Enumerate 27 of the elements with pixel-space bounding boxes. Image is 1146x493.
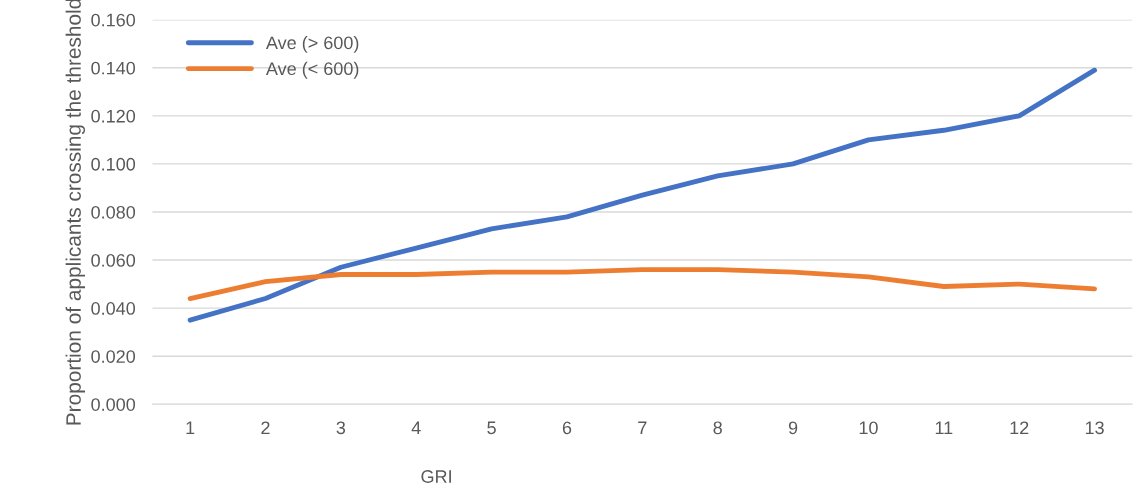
x-tick-label: 1 (186, 421, 195, 435)
x-axis-title: GRI (421, 470, 451, 483)
y-tick-label: 0.040 (91, 302, 136, 315)
y-tick-label: 0.140 (91, 61, 136, 75)
y-tick-label: 0.120 (91, 109, 136, 123)
x-tick-label: 2 (261, 421, 270, 435)
x-tick-label: 11 (935, 421, 953, 435)
x-tick-label: 9 (788, 421, 798, 435)
y-tick-label: 0.060 (91, 253, 136, 267)
x-tick-label: 8 (713, 421, 722, 435)
legend-label: Ave (> 600) (265, 35, 359, 53)
line-series (187, 267, 1097, 301)
x-tick-label: 4 (411, 421, 421, 435)
x-tick-label: 3 (336, 421, 346, 435)
x-tick-label: 6 (562, 421, 572, 435)
x-tick-label: 7 (638, 421, 647, 435)
legend-label: Ave (< 600) (265, 61, 359, 79)
y-axis-title: Proportion of applicants crossing the threshold (65, 0, 86, 425)
x-tick-label: 10 (859, 421, 878, 435)
y-tick-label: 0.000 (91, 398, 136, 411)
y-tick-label: 0.080 (91, 205, 136, 219)
y-tick-label: 0.100 (91, 157, 136, 171)
x-tick-label: 5 (487, 421, 496, 435)
y-tick-label: 0.160 (91, 13, 136, 27)
x-tick-label: 12 (1010, 421, 1029, 435)
x-tick-label: 13 (1085, 421, 1104, 435)
y-tick-label: 0.020 (91, 350, 136, 363)
